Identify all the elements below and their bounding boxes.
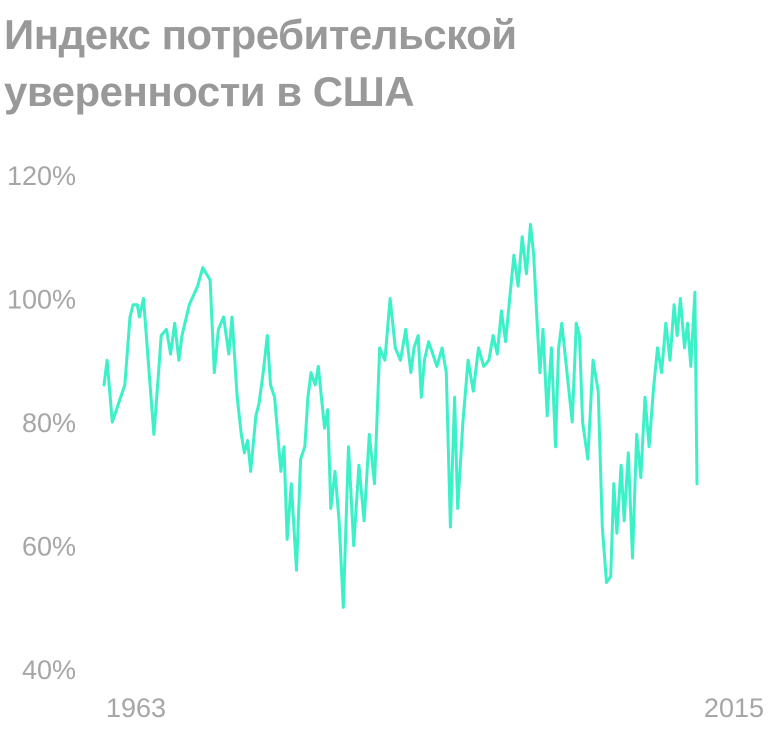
y-tick-label: 40%	[22, 655, 76, 685]
x-tick-label: 1963	[106, 693, 166, 723]
x-tick-label: 2015	[704, 693, 764, 723]
series-line	[102, 222, 699, 609]
chart-title: Индекс потребительской уверенности в США	[4, 11, 517, 115]
y-tick-label: 100%	[7, 285, 76, 315]
y-tick-label: 60%	[22, 532, 76, 562]
y-tick-label: 80%	[22, 408, 76, 438]
y-tick-label: 120%	[7, 161, 76, 191]
